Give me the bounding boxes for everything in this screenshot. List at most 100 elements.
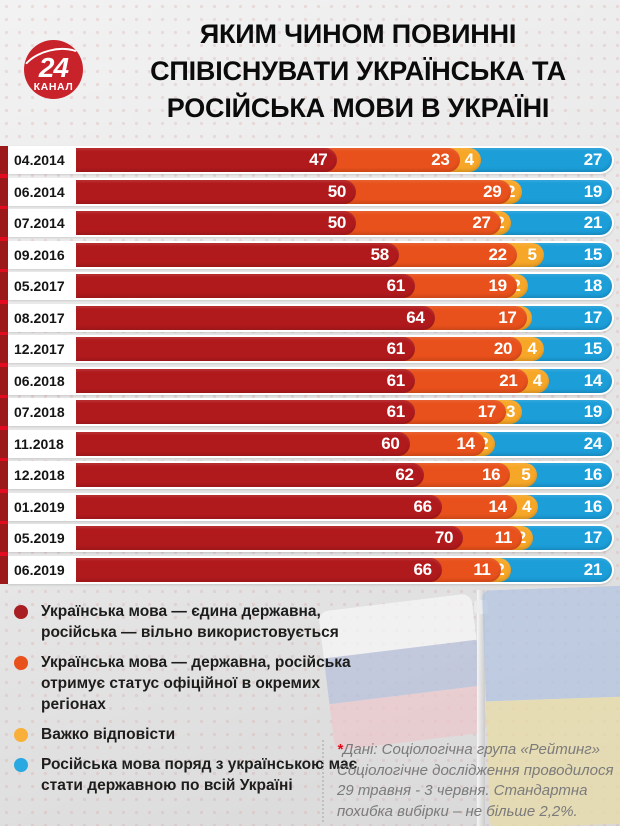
bar-row: 07.2018 61 17 3 19 (0, 398, 614, 426)
left-red-strip (0, 146, 8, 582)
bar-row: 12.2017 61 20 4 15 (0, 335, 614, 363)
segment-value: 61 (386, 402, 406, 421)
row-bar: 62 16 5 16 (76, 463, 612, 487)
segment-value: 61 (386, 339, 406, 358)
segment-value: 47 (309, 150, 328, 169)
segment-value: 23 (431, 150, 450, 169)
segment-value: 14 (456, 433, 475, 453)
bar-segment-1: 64 (76, 305, 435, 330)
bar-segment-1: 62 (76, 463, 424, 487)
bar-row: 06.20145029219 (0, 177, 614, 206)
legend-label: Українська мова — державна, російська от… (41, 653, 351, 713)
title-line-3: РОСІЙСЬКА МОВИ В УКРАЇНІ (166, 93, 550, 123)
bar-row: 07.20145027221 (0, 209, 614, 237)
legend-item-3: Важко відповісти (14, 724, 394, 745)
title-line-2: СПІВІСНУВАТИ УКРАЇНСЬКА ТА (150, 56, 566, 86)
segment-value: 20 (493, 339, 513, 358)
header: 24 КАНАЛ ЯКИМ ЧИНОМ ПОВИННІ СПІВІСНУВАТИ… (0, 0, 620, 138)
row-date-label: 06.2018 (14, 372, 65, 389)
bar-segment-1: 66 (76, 494, 442, 519)
bar-chart: 04.2014472342706.2014502921907.201450272… (0, 146, 620, 584)
row-date-label: 09.2016 (14, 246, 65, 263)
segment-value: 11 (494, 528, 513, 547)
row-date-label: 06.2014 (14, 183, 65, 200)
legend-label: Російська мова поряд з українською має с… (41, 755, 358, 794)
title-line-1: ЯКИМ ЧИНОМ ПОВИННІ (199, 19, 517, 49)
segment-value: 16 (583, 496, 603, 516)
bar-segment-1: 58 (76, 242, 399, 267)
segment-value: 27 (583, 150, 603, 169)
bar-segment-1: 66 (76, 557, 442, 582)
row-bar: 5027221 (76, 211, 612, 235)
channel-24-logo-icon: 24 КАНАЛ (16, 40, 92, 99)
segment-value: 19 (583, 181, 603, 201)
bar-segment-1: 60 (76, 431, 410, 456)
row-date-label: 11.2018 (14, 435, 64, 452)
row-bar: 58 22 5 15 (76, 242, 612, 267)
bar-row: 09.2016 58 22 5 15 (0, 240, 614, 269)
segment-value: 21 (583, 559, 603, 579)
segment-value: 17 (583, 528, 603, 547)
bar-row: 04.2014 47 23 4 27 (0, 146, 614, 174)
segment-value: 29 (483, 181, 502, 201)
segment-value: 11 (473, 559, 491, 579)
segment-value: 5 (521, 465, 531, 484)
ukraine-flag-blue-stripe (481, 585, 620, 702)
bar-segment-1: 61 (76, 368, 415, 393)
segment-value: 61 (386, 370, 406, 390)
bars-rows: 04.2014472342706.2014502921907.201450272… (0, 146, 620, 584)
row-bar: 66 14 4 16 (76, 494, 612, 519)
legend-item-4: Російська мова поряд з українською має с… (14, 754, 394, 796)
segment-value: 64 (406, 307, 425, 327)
logo-channel-label: КАНАЛ (33, 81, 74, 93)
row-bar: 5029219 (76, 179, 612, 204)
segment-value: 5 (527, 244, 537, 264)
row-bar: 61 21 4 14 (76, 368, 612, 393)
bar-row: 12.2018 62 16 5 16 (0, 461, 614, 489)
segment-value: 50 (327, 181, 347, 201)
row-bar: 47 23 4 27 (76, 148, 612, 172)
row-bar: 6014224 (76, 431, 612, 456)
segment-value: 14 (583, 370, 603, 390)
legend-item-1: Українська мова — єдина державна, російс… (14, 601, 394, 643)
row-bar: 6119218 (76, 274, 612, 298)
bar-row: 11.20186014224 (0, 429, 614, 458)
segment-value: 21 (499, 370, 518, 390)
bar-row: 06.2018 61 21 4 14 (0, 366, 614, 395)
bar-segment-1: 61 (76, 274, 415, 298)
bar-segment-1: 50 (76, 179, 356, 204)
row-date-label: 12.2018 (14, 467, 65, 483)
bar-row: 05.20197011217 (0, 524, 614, 552)
segment-value: 58 (370, 244, 390, 264)
bar-row: 05.2017 6119218 (0, 272, 614, 300)
row-date-label: 08.2017 (14, 309, 65, 326)
source-footnote: *Дані: Соціологічна група «Рейтинг» Соці… (322, 740, 620, 822)
bar-segment-1: 47 (76, 148, 338, 172)
segment-value: 15 (583, 244, 603, 264)
bar-segment-1: 70 (76, 526, 464, 550)
bar-row: 08.20176417117 (0, 303, 614, 332)
legend-dot-icon (14, 655, 28, 670)
segment-value: 62 (395, 465, 414, 484)
segment-value: 17 (477, 402, 497, 421)
segment-value: 66 (413, 559, 432, 579)
segment-value: 16 (482, 465, 501, 484)
segment-value: 61 (386, 276, 406, 295)
segment-value: 21 (583, 213, 603, 232)
row-date-label: 01.2019 (14, 498, 65, 515)
legend-dot-icon (14, 757, 28, 772)
row-date-label: 05.2017 (14, 278, 65, 294)
segment-value: 70 (434, 528, 454, 547)
legend-item-2: Українська мова — державна, російська от… (14, 652, 394, 715)
legend-label: Українська мова — єдина державна, російс… (41, 602, 339, 641)
flagpole-knob (474, 600, 488, 614)
legend-label: Важко відповісти (41, 725, 176, 743)
page-title: ЯКИМ ЧИНОМ ПОВИННІ СПІВІСНУВАТИ УКРАЇНСЬ… (96, 0, 620, 127)
segment-value: 19 (583, 402, 603, 421)
segment-value: 4 (532, 370, 542, 390)
bar-segment-1: 61 (76, 337, 415, 361)
segment-value: 24 (583, 433, 603, 453)
segment-value: 22 (488, 244, 507, 264)
segment-value: 27 (472, 213, 491, 232)
segment-value: 16 (583, 465, 603, 484)
